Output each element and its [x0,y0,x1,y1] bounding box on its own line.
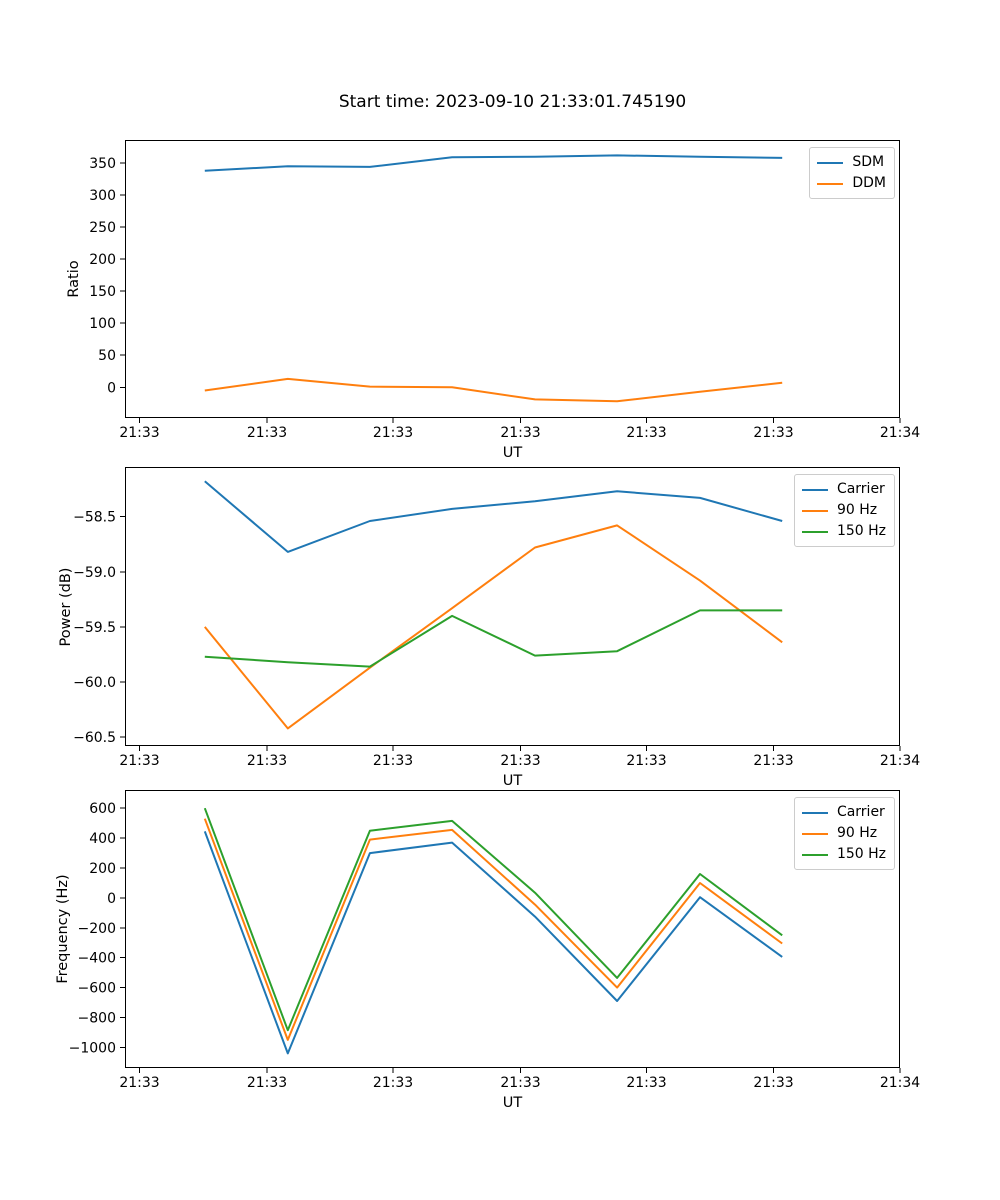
legend-entry-sdm: SDM [817,153,886,172]
legend-label-150-hz: 150 Hz [836,846,886,862]
y-tick-label: −59.5 [73,620,116,636]
x-axis-label-ut: UT [502,1095,523,1111]
legend-line-sample-ddm [817,182,844,185]
x-tick-label: 21:33 [753,1075,793,1091]
axes-ratio: 21:33 21:33 21:33 21:33 21:33 21:33 21:34 0 50 10… [89,140,920,441]
x-tick-label: 21:33 [753,753,793,769]
y-tick-label: 150 [89,284,116,300]
series-line-sdm [204,154,783,172]
y-tick-label: 600 [89,801,116,817]
series-line-carrier [204,480,783,553]
x-axis-label-ut: UT [502,445,523,461]
y-tick-label: 0 [107,381,116,397]
y-tick-label: −60.5 [73,730,116,746]
x-tick-label: 21:33 [373,1075,413,1091]
legend-entry-150-hz: 150 Hz [801,845,886,864]
legend-line-sample-90-hz [801,832,828,835]
y-tick-label: −1000 [69,1041,116,1057]
y-tick-label: −60.0 [73,675,116,691]
x-tick-label: 21:34 [880,753,920,769]
figure-title: Start time: 2023-09-10 21:33:01.745190 [338,92,687,112]
x-tick-label: 21:33 [247,753,287,769]
y-tick-label: −800 [78,1011,116,1027]
series-line-150-hz [204,609,783,668]
legend-line-sample-90-hz [801,509,828,512]
x-tick-label: 21:34 [880,1075,920,1091]
y-tick-label: −58.5 [73,510,116,526]
x-tick-label: 21:33 [626,753,666,769]
series-line-90-hz [203,818,783,1041]
legend: Carrier 90 Hz 150 Hz [793,474,895,547]
series-line-ddm [204,377,783,403]
plot-area: 21:33 21:33 21:33 21:33 21:33 21:33 21:34 600 40… [69,790,920,1091]
legend-line-sample-carrier [801,488,828,491]
plot-area: 21:33 21:33 21:33 21:33 21:33 21:33 21:34 −58.5… [73,467,920,769]
x-tick-label: 21:33 [626,1075,666,1091]
x-tick-label: 21:33 [500,1075,540,1091]
x-tick-label: 21:33 [119,425,159,441]
legend-label-150-hz: 150 Hz [836,523,886,539]
x-tick-label: 21:33 [373,753,413,769]
legend-line-sample-sdm [817,161,844,164]
y-tick-label: −59.0 [73,565,116,581]
legend-line-sample-carrier [801,811,828,814]
axes-spines [125,467,900,746]
axes-spines [125,790,900,1068]
legend-entry-carrier: Carrier [801,803,886,822]
legend-label-carrier: Carrier [836,804,885,820]
x-tick-label: 21:33 [753,425,793,441]
y-axis-label-frequency-hz: Frequency (Hz) [55,874,71,984]
legend: Carrier 90 Hz 150 Hz [793,797,895,870]
x-tick-label: 21:33 [500,753,540,769]
legend-label-90-hz: 90 Hz [836,502,878,518]
y-tick-label: −400 [78,951,116,967]
y-tick-label: −200 [78,921,116,937]
legend: SDM DDM [809,147,895,199]
y-tick-label: 100 [89,316,116,332]
series-line-carrier [203,831,783,1055]
y-tick-label: 200 [89,861,116,877]
axes-power-db: 21:33 21:33 21:33 21:33 21:33 21:33 21:34 −58.5… [73,467,920,769]
x-tick-label: 21:33 [500,425,540,441]
legend-label-90-hz: 90 Hz [836,825,878,841]
y-tick-label: 50 [98,348,116,364]
y-tick-label: 250 [89,220,116,236]
y-tick-label: 300 [89,188,116,204]
series-line-150-hz [203,807,783,1032]
legend-label-ddm: DDM [852,175,886,191]
x-tick-label: 21:33 [119,753,159,769]
x-tick-label: 21:33 [626,425,666,441]
x-tick-label: 21:33 [247,1075,287,1091]
legend-entry-90-hz: 90 Hz [801,501,886,520]
legend-entry-carrier: Carrier [801,480,886,499]
y-tick-label: −600 [78,981,116,997]
legend-line-sample-150-hz [801,853,828,856]
series-line-90-hz [204,524,783,730]
x-axis-label-ut: UT [502,773,523,789]
legend-line-sample-150-hz [801,530,828,533]
legend-entry-90-hz: 90 Hz [801,824,886,843]
x-tick-label: 21:33 [119,1075,159,1091]
y-tick-label: 0 [107,891,116,907]
y-tick-label: 400 [89,831,116,847]
axes-frequency-hz: 21:33 21:33 21:33 21:33 21:33 21:33 21:34 600 40… [69,790,920,1091]
plot-area: 21:33 21:33 21:33 21:33 21:33 21:33 21:34 0 50 10… [89,140,920,441]
y-tick-label: 350 [89,156,116,172]
x-tick-label: 21:33 [247,425,287,441]
legend-label-carrier: Carrier [836,481,885,497]
legend-entry-150-hz: 150 Hz [801,522,886,541]
x-tick-label: 21:33 [373,425,413,441]
y-axis-label-ratio: Ratio [66,260,82,298]
legend-entry-ddm: DDM [817,174,886,193]
axes-spines [125,140,900,418]
y-axis-label-power-db: Power (dB) [58,567,74,646]
y-tick-label: 200 [89,252,116,268]
x-tick-label: 21:34 [880,425,920,441]
legend-label-sdm: SDM [852,154,885,170]
